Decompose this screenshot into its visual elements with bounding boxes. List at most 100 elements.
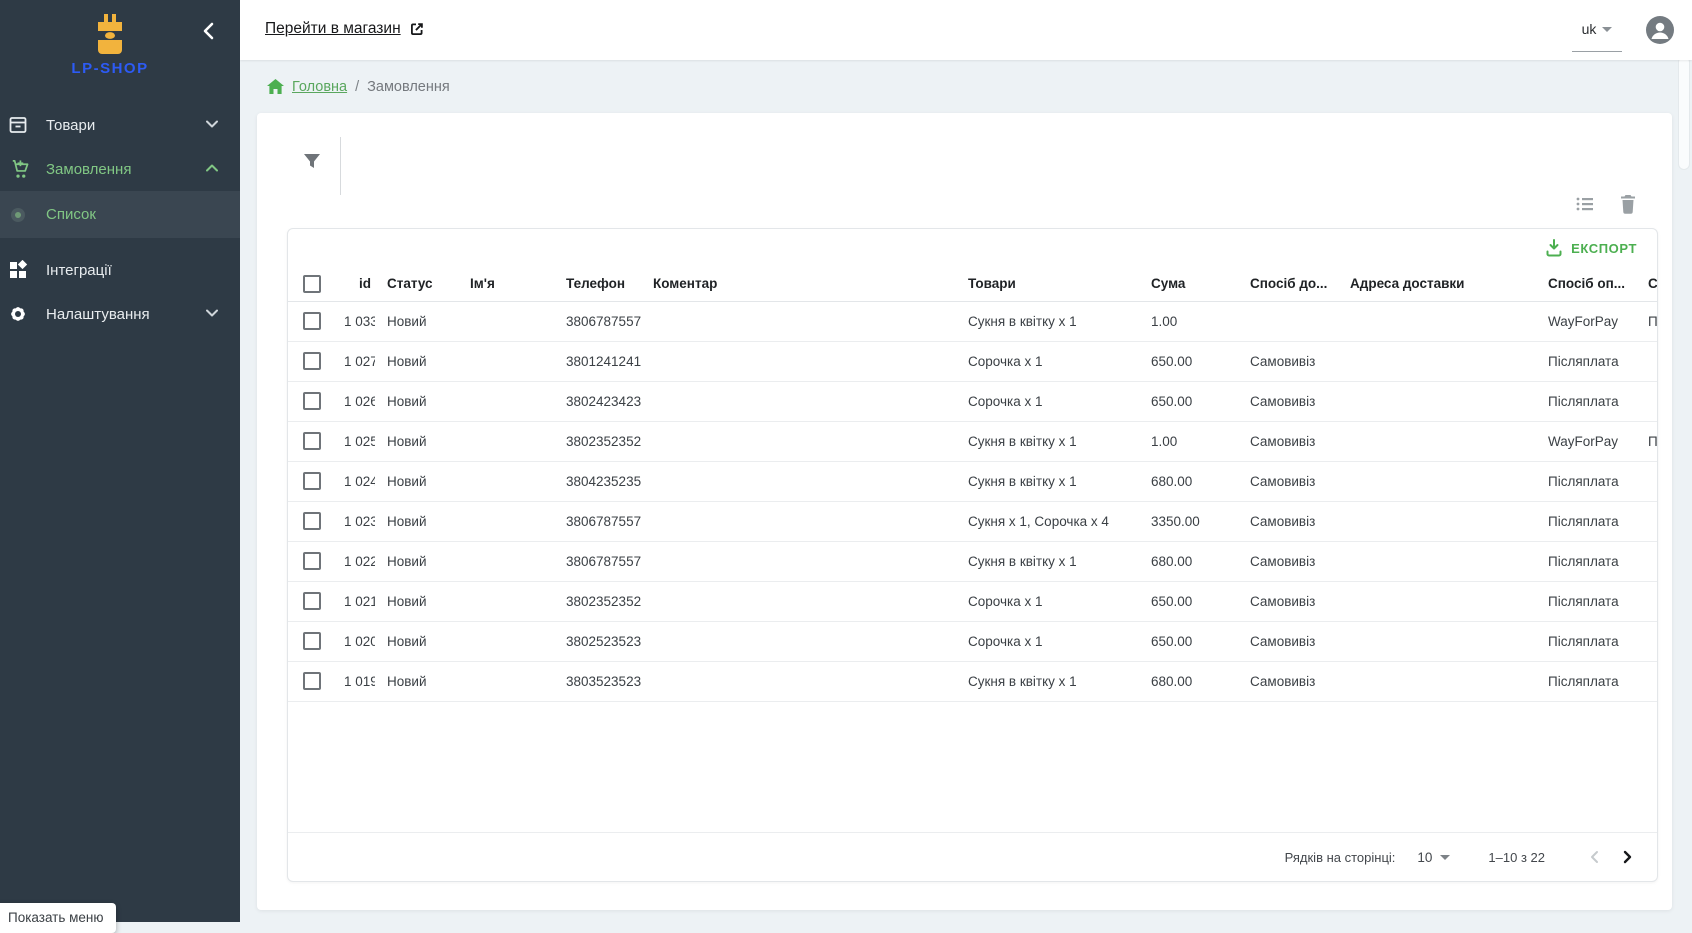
cell-id: 1 033	[332, 301, 375, 342]
sidebar-item-orders-list[interactable]: Список	[0, 191, 240, 238]
sidebar-item-settings[interactable]: Налаштування	[0, 292, 240, 336]
cell-phone: 380678755765	[554, 541, 641, 582]
cell-sum: 680.00	[1139, 541, 1238, 582]
select-caret-icon	[1602, 26, 1613, 32]
cell-sum: 3350.00	[1139, 501, 1238, 542]
cell-address	[1338, 581, 1536, 622]
widgets-icon	[7, 259, 29, 281]
select-all-header-cell[interactable]	[288, 267, 332, 302]
logo[interactable]: LP-SHOP	[70, 12, 150, 77]
export-button-label: ЕКСПОРТ	[1571, 240, 1637, 256]
row-checkbox[interactable]	[303, 392, 321, 410]
select-all-checkbox[interactable]	[303, 274, 321, 293]
cell-cb[interactable]	[288, 541, 332, 582]
trash-icon[interactable]	[1618, 193, 1638, 215]
row-checkbox[interactable]	[303, 432, 321, 450]
box-icon	[7, 114, 29, 136]
rows-per-page-value: 10	[1417, 849, 1433, 865]
go-to-store-link[interactable]: Перейти в магазин	[265, 20, 425, 38]
breadcrumb-home-link[interactable]: Головна	[292, 79, 348, 95]
cell-extra: Пе	[1636, 421, 1657, 462]
cell-sum: 1.00	[1139, 301, 1238, 342]
cell-cb[interactable]	[288, 381, 332, 422]
cell-cb[interactable]	[288, 621, 332, 662]
store-link-label: Перейти в магазин	[265, 20, 401, 37]
breadcrumb-separator: /	[355, 79, 360, 95]
cell-cb[interactable]	[288, 341, 332, 382]
row-checkbox[interactable]	[303, 352, 321, 370]
row-checkbox[interactable]	[303, 312, 321, 330]
cell-status: Новий	[375, 381, 458, 422]
add-cart-icon	[7, 158, 29, 180]
sidebar-collapse-button[interactable]	[198, 20, 220, 42]
cell-delivery: Самовивіз	[1238, 461, 1338, 502]
sidebar-item-products[interactable]: Товари	[0, 103, 240, 147]
cell-payment: Післяплата	[1536, 501, 1636, 542]
cell-products: Сорочка x 1	[956, 341, 1139, 382]
topbar: Перейти в магазин uk	[240, 0, 1692, 60]
row-checkbox[interactable]	[303, 472, 321, 490]
chevron-down-icon	[206, 309, 218, 317]
next-page-button[interactable]	[1611, 841, 1643, 873]
cell-cb[interactable]	[288, 301, 332, 342]
cell-extra	[1636, 381, 1657, 422]
cell-comment	[641, 381, 956, 422]
language-select[interactable]: uk	[1572, 15, 1622, 52]
column-header-id: id	[332, 267, 375, 302]
cell-id: 1 022	[332, 541, 375, 582]
column-header-address: Адреса доставки	[1338, 267, 1536, 302]
select-caret-icon	[1440, 854, 1451, 860]
row-checkbox[interactable]	[303, 632, 321, 650]
cell-cb[interactable]	[288, 581, 332, 622]
logo-text: LP-SHOP	[71, 60, 149, 77]
sidebar-item-orders[interactable]: Замовлення	[0, 147, 240, 191]
export-button[interactable]: ЕКСПОРТ	[1537, 233, 1645, 263]
cell-name	[458, 661, 554, 702]
cell-cb[interactable]	[288, 461, 332, 502]
cell-status: Новий	[375, 501, 458, 542]
cell-delivery: Самовивіз	[1238, 341, 1338, 382]
cell-name	[458, 541, 554, 582]
sidebar-item-label: Замовлення	[46, 160, 132, 178]
cell-address	[1338, 381, 1536, 422]
cell-delivery: Самовивіз	[1238, 381, 1338, 422]
cell-extra	[1636, 341, 1657, 382]
row-checkbox[interactable]	[303, 672, 321, 690]
cell-cb[interactable]	[288, 661, 332, 702]
sidebar-item-label: Товари	[46, 116, 96, 134]
orders-table-card: ЕКСПОРТ id Статус Ім'я Телефон Коментар Товар…	[287, 228, 1658, 882]
cell-cb[interactable]	[288, 421, 332, 462]
cell-id: 1 020	[332, 621, 375, 662]
cell-status: Новий	[375, 581, 458, 622]
row-checkbox[interactable]	[303, 552, 321, 570]
column-list-icon[interactable]	[1574, 193, 1596, 215]
row-checkbox[interactable]	[303, 592, 321, 610]
sidebar-item-integrations[interactable]: Інтеграції	[0, 248, 240, 292]
filter-funnel-icon[interactable]	[302, 151, 322, 171]
rows-per-page-select[interactable]: 10	[1417, 849, 1451, 865]
cell-extra	[1636, 621, 1657, 662]
cell-comment	[641, 581, 956, 622]
row-checkbox[interactable]	[303, 512, 321, 530]
cell-comment	[641, 301, 956, 342]
cell-comment	[641, 501, 956, 542]
page-scrollbar[interactable]	[1678, 56, 1690, 170]
cell-status: Новий	[375, 621, 458, 662]
cell-payment: WayForPay	[1536, 301, 1636, 342]
cell-cb[interactable]	[288, 501, 332, 542]
home-icon[interactable]	[267, 78, 284, 94]
cell-address	[1338, 341, 1536, 382]
user-avatar[interactable]	[1646, 16, 1674, 44]
column-header-sum: Сума	[1139, 267, 1238, 302]
cell-id: 1 021	[332, 581, 375, 622]
